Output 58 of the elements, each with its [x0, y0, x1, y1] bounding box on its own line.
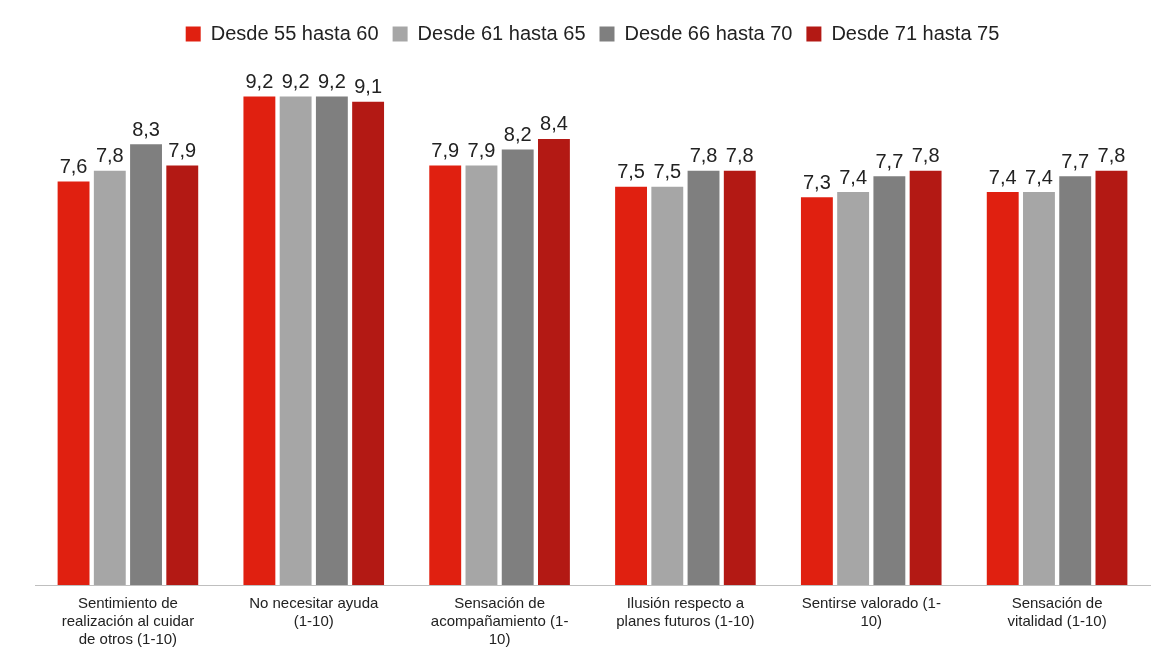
bar: [873, 176, 906, 585]
bar: [986, 192, 1019, 585]
data-label: 7,6: [59, 154, 88, 177]
bar: [501, 149, 534, 585]
data-label: 8,4: [540, 112, 568, 135]
data-label: 9,2: [245, 70, 274, 92]
bar: [465, 165, 498, 585]
data-label: 7,5: [617, 160, 645, 183]
data-label: 9,2: [281, 70, 310, 92]
data-label: 7,9: [431, 139, 460, 162]
bar: [93, 170, 126, 585]
bar: [651, 186, 684, 585]
data-label: 7,4: [1025, 165, 1053, 188]
bar: [130, 144, 162, 585]
bar: [352, 101, 385, 585]
bar: [1095, 170, 1128, 585]
bar: [243, 96, 276, 585]
data-label: 7,5: [653, 160, 682, 183]
bar: [909, 170, 942, 585]
bar: [279, 96, 312, 585]
data-label: 9,1: [354, 75, 383, 98]
bar: [687, 170, 720, 585]
data-label: 7,3: [802, 170, 831, 193]
bar: [429, 165, 462, 585]
data-label: 7,7: [875, 149, 904, 172]
data-label: 7,4: [839, 165, 868, 188]
data-label: 7,8: [1097, 144, 1126, 167]
data-label: 7,9: [467, 139, 496, 162]
legend-label: Desde 61 hasta 65: [417, 21, 586, 44]
bar: [57, 181, 90, 585]
bar: [538, 138, 570, 585]
bar: [166, 165, 199, 585]
bar: [800, 197, 833, 585]
x-tick-label: Sensación de vitalidad (1-10): [1007, 594, 1107, 630]
data-label: 9,2: [317, 70, 346, 92]
x-tick-label: Sentirse valorado (1-10): [801, 594, 941, 630]
x-tick-label: Ilusión respecto a planes futuros (1-10): [616, 594, 755, 630]
data-label: 7,8: [95, 144, 124, 167]
legend-label: Desde 71 hasta 75: [831, 21, 1000, 44]
bar: [615, 186, 648, 585]
bar: [1059, 176, 1092, 585]
bar: [315, 96, 348, 585]
data-label: 8,2: [503, 123, 532, 146]
x-tick-label: Sentimiento de realización al cuidar de otros (1-10): [61, 594, 195, 648]
data-label: 7,7: [1061, 149, 1090, 172]
x-tick-label: Sensación de acompañamiento (1-10): [430, 594, 569, 648]
bar: [723, 170, 756, 585]
data-label: 8,3: [132, 117, 160, 140]
data-label: 7,9: [168, 139, 197, 162]
data-label: 7,8: [911, 144, 940, 167]
data-label: 7,4: [988, 165, 1017, 188]
bar: [1023, 192, 1055, 585]
data-label: 7,8: [725, 144, 754, 167]
bar: [837, 192, 870, 585]
legend-label: Desde 55 hasta 60: [210, 21, 379, 44]
data-label: 7,8: [689, 144, 718, 167]
x-tick-label: No necesitar ayuda (1-10): [249, 594, 380, 630]
legend-label: Desde 66 hasta 70: [624, 21, 793, 44]
